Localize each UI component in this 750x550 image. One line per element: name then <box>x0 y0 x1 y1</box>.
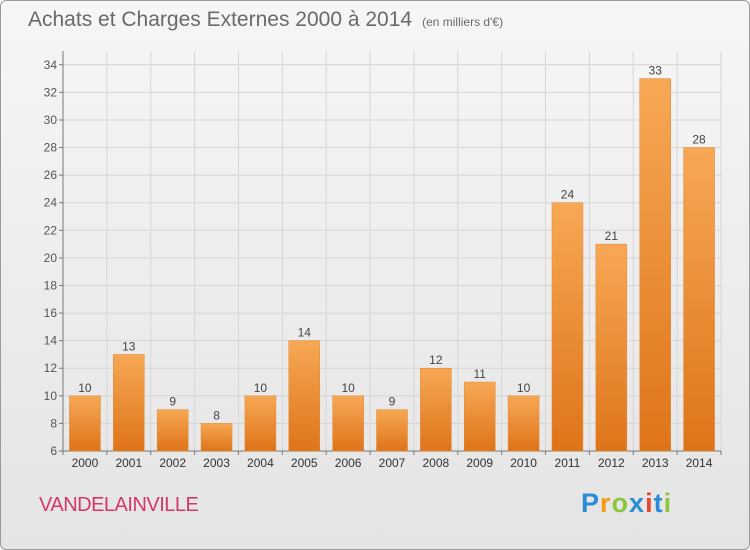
bar <box>244 395 277 452</box>
logo-letter: i <box>663 488 673 518</box>
bar <box>156 409 189 452</box>
x-tick-label: 2003 <box>203 456 230 470</box>
bar <box>376 409 408 452</box>
x-tick-label: 2006 <box>335 456 362 470</box>
x-tick-label: 2012 <box>598 456 625 470</box>
x-tick-label: 2010 <box>510 456 537 470</box>
chart-title-main: Achats et Charges Externes 2000 à 2014 <box>28 8 413 31</box>
data-label: 9 <box>389 395 396 409</box>
y-tick-label: 30 <box>44 113 58 127</box>
bar <box>507 395 540 452</box>
data-label: 8 <box>213 408 220 422</box>
bar <box>200 423 233 452</box>
logo-letter: P <box>581 488 601 518</box>
x-tick-label: 2011 <box>555 456 581 470</box>
y-tick-label: 8 <box>50 416 57 430</box>
data-label: 10 <box>341 381 355 395</box>
bar <box>288 340 321 452</box>
y-tick-label: 12 <box>44 361 58 375</box>
logo-letter: o <box>611 488 630 518</box>
data-label: 10 <box>517 381 531 395</box>
data-label: 21 <box>605 229 619 243</box>
bar <box>69 395 101 452</box>
x-tick-label: 2001 <box>115 456 142 470</box>
y-tick-label: 32 <box>44 85 58 99</box>
y-tick-label: 6 <box>50 444 57 458</box>
x-tick-label: 2002 <box>159 456 186 470</box>
bar <box>463 381 496 452</box>
bar <box>420 367 452 452</box>
x-tick-label: 2005 <box>291 456 318 470</box>
proxiti-logo: Proxiti <box>581 488 672 519</box>
chart-title: Achats et Charges Externes 2000 à 2014 (e… <box>28 8 503 32</box>
bar <box>639 78 671 452</box>
y-tick-label: 16 <box>44 306 58 320</box>
logo-letter: x <box>629 488 646 518</box>
bar <box>683 147 715 452</box>
data-label: 12 <box>429 353 443 367</box>
data-label: 10 <box>78 381 92 395</box>
x-tick-label: 2009 <box>466 456 493 470</box>
labels: 6 8 10 12 14 16 18 20 22 24 26 28 30 32 34 10 2000 13 2001… <box>44 58 713 470</box>
x-tick-label: 2007 <box>379 456 406 470</box>
y-tick-label: 24 <box>44 196 58 210</box>
data-label: 13 <box>122 339 136 353</box>
logo-letter: t <box>653 488 664 518</box>
y-tick-label: 14 <box>44 334 58 348</box>
x-tick-label: 2000 <box>72 456 99 470</box>
y-tick-label: 20 <box>44 251 58 265</box>
x-tick-label: 2004 <box>247 456 274 470</box>
data-label: 9 <box>169 395 176 409</box>
x-tick-label: 2008 <box>423 456 450 470</box>
data-label: 28 <box>692 133 706 147</box>
x-tick-label: 2014 <box>686 456 713 470</box>
data-label: 11 <box>473 367 486 381</box>
y-tick-label: 10 <box>44 389 58 403</box>
bar <box>551 202 584 452</box>
bar <box>113 354 145 452</box>
bar <box>595 243 628 452</box>
logo-letter: i <box>645 488 654 518</box>
logo-letter: r <box>600 488 612 518</box>
bar <box>332 395 364 452</box>
y-tick-label: 28 <box>44 141 58 155</box>
y-tick-label: 22 <box>44 223 58 237</box>
data-label: 10 <box>254 381 268 395</box>
y-tick-label: 26 <box>44 168 58 182</box>
data-label: 14 <box>298 326 312 340</box>
commune-name: VANDELAINVILLE <box>39 494 199 516</box>
data-label: 24 <box>561 188 575 202</box>
data-label: 33 <box>649 64 663 78</box>
y-tick-label: 34 <box>44 58 58 72</box>
bars <box>69 78 715 452</box>
chart-title-unit: (en milliers d'€) <box>422 15 504 29</box>
x-tick-label: 2013 <box>642 456 669 470</box>
y-tick-label: 18 <box>44 278 58 292</box>
